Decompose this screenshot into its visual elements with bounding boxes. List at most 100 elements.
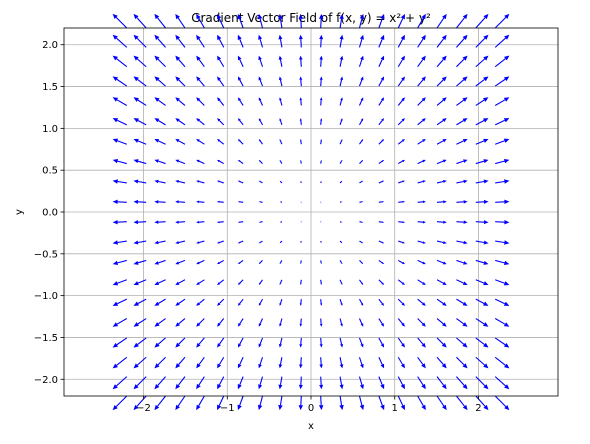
vector-arrow xyxy=(378,76,385,87)
x-tick-label: −2 xyxy=(136,403,151,414)
vector-arrow xyxy=(278,55,283,67)
vector-arrow xyxy=(318,13,324,29)
vector-arrow xyxy=(196,34,205,48)
vector-arrow xyxy=(154,220,166,224)
vector-arrow xyxy=(133,13,147,29)
vector-arrow xyxy=(258,180,263,184)
vector-arrow xyxy=(475,240,489,245)
vector-arrow xyxy=(495,259,510,266)
vector-arrow xyxy=(358,118,364,126)
vector-arrow xyxy=(436,159,447,165)
vector-arrow xyxy=(175,179,186,184)
vector-arrow xyxy=(175,298,186,306)
vector-arrow xyxy=(154,356,166,369)
vector-arrow xyxy=(154,34,166,48)
vector-arrow xyxy=(237,318,244,327)
vector-arrow xyxy=(217,337,225,348)
vector-arrow xyxy=(417,97,426,106)
vector-arrow xyxy=(258,201,263,203)
vector-arrow xyxy=(456,76,468,87)
vector-arrow xyxy=(456,356,468,369)
vector-arrow xyxy=(397,298,405,306)
y-axis-ticks: −2.0 −1.5 −1.0 −0.5 0.0 0.5 1.0 1.5 2.0 xyxy=(34,40,64,386)
vector-arrow xyxy=(196,298,205,306)
vector-arrow xyxy=(397,159,405,165)
vector-arrow xyxy=(279,260,283,265)
vector-arrow xyxy=(237,159,244,165)
vector-arrow xyxy=(475,13,489,29)
vector-arrow xyxy=(397,55,405,68)
vector-arrow xyxy=(299,118,302,125)
vector-arrow xyxy=(359,159,364,164)
vector-arrow xyxy=(378,240,385,244)
vector-arrow xyxy=(417,356,426,369)
vector-arrow xyxy=(378,318,385,327)
vector-arrow xyxy=(339,395,344,411)
vector-arrow xyxy=(397,337,405,348)
vector-arrow xyxy=(456,240,468,245)
vector-arrow xyxy=(217,180,224,184)
vector-arrow xyxy=(175,220,186,224)
vector-arrow xyxy=(339,376,344,390)
vector-arrow xyxy=(154,298,166,306)
vector-arrow xyxy=(339,97,343,106)
vector-arrow xyxy=(339,76,344,87)
vector-arrow xyxy=(279,279,283,285)
vector-arrow xyxy=(237,97,244,106)
vector-arrow xyxy=(175,34,186,48)
vector-arrow xyxy=(494,337,510,348)
vector-arrow xyxy=(319,337,323,348)
vector-arrow xyxy=(494,395,510,411)
vector-arrow xyxy=(358,34,364,48)
chart-title: Gradient Vector Field of f(x, y) = x² + … xyxy=(191,11,431,25)
vector-arrow xyxy=(475,376,489,390)
vector-arrow xyxy=(258,34,264,48)
vector-arrow xyxy=(300,260,302,265)
vector-arrow xyxy=(237,180,244,184)
vector-arrow xyxy=(196,180,205,184)
vector-arrow xyxy=(258,139,263,145)
vector-arrow xyxy=(237,139,244,145)
vector-arrow xyxy=(300,201,302,203)
vector-arrow xyxy=(175,139,186,145)
vector-arrow xyxy=(475,76,489,87)
vector-arrow xyxy=(436,139,447,145)
vector-arrow xyxy=(398,200,405,203)
vector-arrow xyxy=(196,159,205,165)
vector-arrow xyxy=(278,76,283,87)
vector-arrow xyxy=(378,13,385,29)
vector-arrow xyxy=(456,279,468,285)
vector-arrow xyxy=(456,259,468,265)
vector-arrow xyxy=(339,240,343,244)
vector-arrow xyxy=(298,13,304,29)
vector-arrow xyxy=(378,395,385,411)
vector-arrow xyxy=(475,298,489,306)
vector-arrow xyxy=(299,357,303,369)
vector-arrow xyxy=(112,279,127,286)
vector-arrow xyxy=(319,357,323,369)
arrow-field xyxy=(112,13,510,411)
vector-arrow xyxy=(175,76,186,87)
vector-arrow xyxy=(455,13,468,29)
vector-arrow xyxy=(417,118,426,126)
vector-arrow xyxy=(494,376,510,390)
vector-arrow xyxy=(133,76,147,87)
vector-arrow xyxy=(175,356,186,369)
vector-arrow xyxy=(112,97,128,106)
vector-arrow xyxy=(456,159,468,165)
vector-arrow xyxy=(456,97,468,106)
vector-arrow xyxy=(320,240,322,244)
vector-arrow xyxy=(257,395,264,411)
vector-arrow xyxy=(319,55,323,67)
vector-arrow xyxy=(320,279,322,285)
vector-arrow xyxy=(258,159,263,164)
vector-arrow xyxy=(436,220,447,224)
vector-arrow xyxy=(378,221,385,223)
vector-arrow xyxy=(378,180,385,184)
vector-arrow xyxy=(133,138,147,145)
vector-arrow xyxy=(217,34,225,48)
vector-arrow xyxy=(133,118,147,126)
vector-arrow xyxy=(237,201,244,203)
vector-arrow xyxy=(196,279,205,285)
vector-arrow xyxy=(112,337,128,348)
